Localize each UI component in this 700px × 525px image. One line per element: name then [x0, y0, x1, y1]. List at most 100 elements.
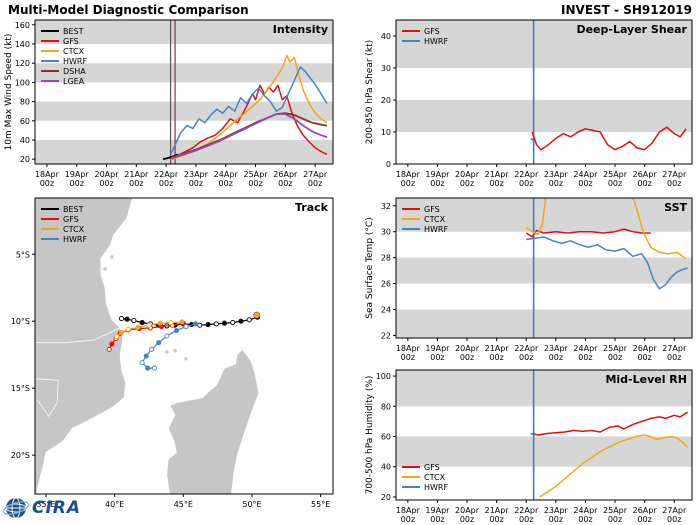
- svg-text:10m Max Wind Speed (kt): 10m Max Wind Speed (kt): [4, 34, 14, 151]
- svg-text:21Apr: 21Apr: [124, 170, 149, 179]
- svg-text:00z: 00z: [667, 353, 681, 362]
- svg-text:21Apr: 21Apr: [485, 506, 510, 515]
- svg-text:HWRF: HWRF: [63, 235, 87, 244]
- svg-text:00z: 00z: [578, 515, 592, 524]
- svg-text:00z: 00z: [637, 353, 651, 362]
- svg-text:SST: SST: [664, 201, 687, 214]
- svg-text:26Apr: 26Apr: [273, 170, 298, 179]
- page-title: Multi-Model Diagnostic Comparison: [8, 3, 249, 17]
- svg-text:00z: 00z: [430, 179, 444, 188]
- svg-text:27Apr: 27Apr: [662, 344, 687, 353]
- rh-chart: 2040608010018Apr00z19Apr00z20Apr00z21Apr…: [365, 369, 693, 524]
- svg-text:CTCX: CTCX: [424, 215, 446, 224]
- svg-text:40: 40: [381, 32, 391, 41]
- svg-text:00z: 00z: [549, 515, 563, 524]
- svg-text:00z: 00z: [637, 179, 651, 188]
- svg-text:00z: 00z: [667, 515, 681, 524]
- svg-text:21Apr: 21Apr: [485, 344, 510, 353]
- svg-text:BEST: BEST: [63, 205, 84, 214]
- svg-text:CTCX: CTCX: [63, 47, 85, 56]
- svg-text:00z: 00z: [578, 179, 592, 188]
- svg-text:GFS: GFS: [63, 215, 79, 224]
- intensity-chart: 2040608010012014016018Apr00z19Apr00z20Ap…: [4, 19, 334, 188]
- svg-text:100: 100: [15, 78, 30, 87]
- svg-text:GFS: GFS: [424, 205, 440, 214]
- svg-text:00z: 00z: [519, 353, 533, 362]
- svg-text:24Apr: 24Apr: [573, 506, 598, 515]
- svg-text:00z: 00z: [519, 515, 533, 524]
- svg-text:19Apr: 19Apr: [425, 344, 450, 353]
- invest-id: INVEST - SH912019: [561, 3, 692, 17]
- svg-text:5°S: 5°S: [16, 250, 30, 259]
- shear-chart: 01020304018Apr00z19Apr00z20Apr00z21Apr00…: [365, 19, 693, 188]
- svg-text:19Apr: 19Apr: [425, 170, 450, 179]
- svg-text:Track: Track: [295, 201, 329, 214]
- svg-text:25Apr: 25Apr: [603, 170, 628, 179]
- svg-text:LGEA: LGEA: [63, 77, 85, 86]
- svg-text:HWRF: HWRF: [424, 225, 448, 234]
- svg-text:23Apr: 23Apr: [544, 170, 569, 179]
- svg-text:00z: 00z: [549, 353, 563, 362]
- sst-panel: 22 24 26 28 30 32 18Apr 00z 19Apr 00z 20Apr 00z 21Ap…: [350, 194, 700, 366]
- svg-text:HWRF: HWRF: [424, 37, 448, 46]
- svg-text:00z: 00z: [460, 353, 474, 362]
- svg-text:00z: 00z: [489, 515, 503, 524]
- svg-text:CTCX: CTCX: [63, 225, 85, 234]
- svg-text:00z: 00z: [519, 179, 533, 188]
- svg-text:00z: 00z: [489, 179, 503, 188]
- svg-text:00z: 00z: [159, 179, 173, 188]
- svg-text:20Apr: 20Apr: [95, 170, 120, 179]
- svg-text:23Apr: 23Apr: [184, 170, 209, 179]
- svg-text:140: 140: [15, 40, 30, 49]
- svg-text:40°E: 40°E: [105, 500, 124, 509]
- svg-text:Intensity: Intensity: [273, 23, 328, 36]
- svg-text:00z: 00z: [430, 353, 444, 362]
- svg-text:55°E: 55°E: [311, 500, 330, 509]
- svg-text:18Apr: 18Apr: [35, 170, 60, 179]
- svg-text:00z: 00z: [549, 179, 563, 188]
- svg-text:00z: 00z: [189, 179, 203, 188]
- svg-text:HWRF: HWRF: [424, 483, 448, 492]
- svg-text:700-500 hPa Humidity (%): 700-500 hPa Humidity (%): [365, 376, 375, 495]
- svg-text:24Apr: 24Apr: [214, 170, 239, 179]
- svg-text:60: 60: [20, 117, 30, 126]
- svg-text:GFS: GFS: [424, 463, 440, 472]
- svg-text:00z: 00z: [401, 179, 415, 188]
- svg-text:10°S: 10°S: [11, 317, 30, 326]
- svg-text:Mid-Level RH: Mid-Level RH: [605, 373, 687, 386]
- svg-text:00z: 00z: [460, 179, 474, 188]
- svg-text:22Apr: 22Apr: [154, 170, 179, 179]
- svg-text:00z: 00z: [129, 179, 143, 188]
- mid-level-rh-panel: 20 40 60 80 100 18Apr 00z 19Apr 00z 20Apr 00z 21Apr…: [350, 366, 700, 525]
- svg-text:10: 10: [381, 128, 391, 137]
- svg-text:200-850 hPa Shear (kt): 200-850 hPa Shear (kt): [365, 40, 375, 144]
- svg-text:GFS: GFS: [63, 37, 79, 46]
- svg-text:27Apr: 27Apr: [303, 170, 328, 179]
- svg-text:00z: 00z: [278, 179, 292, 188]
- svg-text:18Apr: 18Apr: [396, 506, 421, 515]
- svg-text:40: 40: [381, 463, 391, 472]
- svg-text:20: 20: [381, 493, 391, 502]
- svg-text:00z: 00z: [70, 179, 84, 188]
- deep-layer-shear-panel: 0 10 20 30 40 18Apr 00z 19Apr 00z 20Apr 00z 21Apr 00…: [350, 14, 700, 198]
- svg-text:25Apr: 25Apr: [603, 344, 628, 353]
- svg-text:00z: 00z: [608, 515, 622, 524]
- svg-text:00z: 00z: [608, 353, 622, 362]
- svg-text:60: 60: [381, 433, 391, 442]
- svg-text:28: 28: [381, 254, 391, 263]
- svg-text:160: 160: [15, 21, 30, 30]
- svg-text:80: 80: [20, 98, 30, 107]
- svg-text:26Apr: 26Apr: [633, 506, 658, 515]
- svg-text:20°S: 20°S: [11, 451, 30, 460]
- svg-text:BEST: BEST: [63, 27, 84, 36]
- svg-text:23Apr: 23Apr: [544, 506, 569, 515]
- svg-text:19Apr: 19Apr: [65, 170, 90, 179]
- svg-text:24Apr: 24Apr: [573, 344, 598, 353]
- svg-text:HWRF: HWRF: [63, 57, 87, 66]
- svg-text:30: 30: [381, 64, 391, 73]
- svg-text:20Apr: 20Apr: [455, 344, 480, 353]
- svg-text:0: 0: [386, 160, 391, 169]
- track-map-panel: 35°E 40°E 45°E 50°E 55°E 5°S 10°S 15°S 20°S Track…: [0, 196, 350, 520]
- svg-text:18Apr: 18Apr: [396, 170, 421, 179]
